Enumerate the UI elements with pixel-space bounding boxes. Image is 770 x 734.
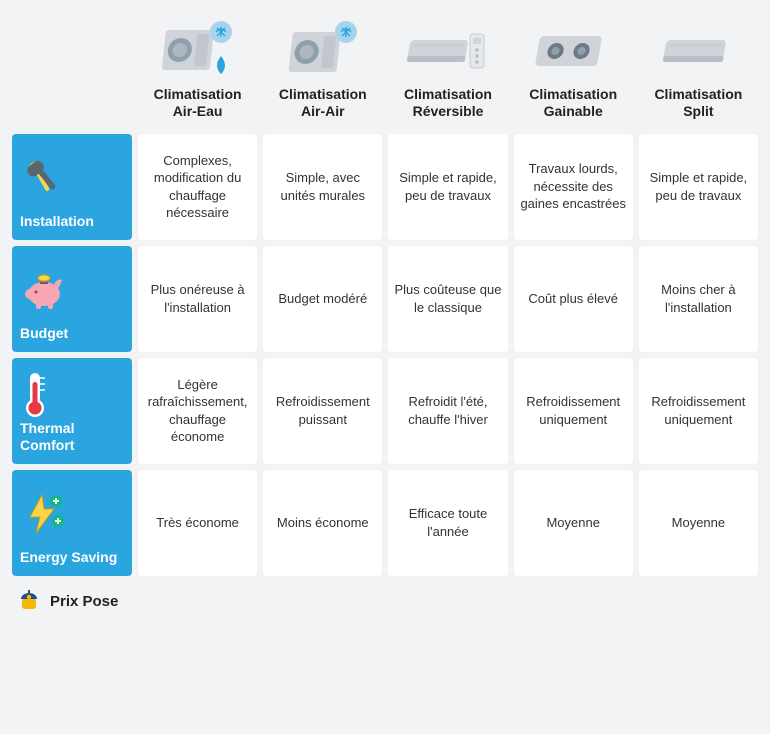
col-head-reversible: Climatisation Réversible	[388, 12, 507, 128]
row-label: Thermal Comfort	[20, 420, 124, 454]
cell: Plus coûteuse que le classique	[388, 246, 507, 352]
row-head-installation: Installation	[12, 134, 132, 240]
cell: Simple et rapide, peu de travaux	[388, 134, 507, 240]
cell: Moyenne	[514, 470, 633, 576]
col-label: Climatisation Air-Eau	[140, 86, 255, 120]
cell: Budget modéré	[263, 246, 382, 352]
cell: Plus onéreuse à l'installation	[138, 246, 257, 352]
cell: Complexes, modification du chauffage néc…	[138, 134, 257, 240]
col-head-air-eau: Climatisation Air-Eau	[138, 12, 257, 128]
cell: Refroidissement uniquement	[639, 358, 758, 464]
row-label: Budget	[20, 325, 124, 342]
corner-spacer	[12, 12, 132, 128]
ac-unit-outdoor-icon	[265, 16, 380, 86]
bolt-icon	[20, 480, 124, 549]
cell: Simple, avec unités murales	[263, 134, 382, 240]
cell: Moyenne	[639, 470, 758, 576]
row-head-energy: Energy Saving	[12, 470, 132, 576]
row-label: Installation	[20, 213, 124, 230]
row-label: Energy Saving	[20, 549, 124, 566]
col-head-split: Climatisation Split	[639, 12, 758, 128]
cell: Moins économe	[263, 470, 382, 576]
cell: Simple et rapide, peu de travaux	[639, 134, 758, 240]
piggy-icon	[20, 256, 124, 325]
col-label: Climatisation Split	[641, 86, 756, 120]
logo-icon	[16, 586, 42, 617]
col-label: Climatisation Réversible	[390, 86, 505, 120]
comparison-table: Climatisation Air-Eau Climatisation Air-…	[12, 12, 758, 576]
wall-unit-remote-icon	[390, 16, 505, 86]
cell: Refroidit l'été, chauffe l'hiver	[388, 358, 507, 464]
tools-icon	[20, 144, 124, 213]
cell: Moins cher à l'installation	[639, 246, 758, 352]
col-head-gainable: Climatisation Gainable	[514, 12, 633, 128]
ac-unit-outdoor-drop-icon	[140, 16, 255, 86]
cell: Refroidissement puissant	[263, 358, 382, 464]
cell: Très économe	[138, 470, 257, 576]
cell: Refroidissement uniquement	[514, 358, 633, 464]
col-label: Climatisation Gainable	[516, 86, 631, 120]
col-label: Climatisation Air-Air	[265, 86, 380, 120]
cell: Coût plus élevé	[514, 246, 633, 352]
cell: Travaux lourds, nécessite des gaines enc…	[514, 134, 633, 240]
row-head-budget: Budget	[12, 246, 132, 352]
cell: Légère rafraîchissement, chauffage écono…	[138, 358, 257, 464]
thermometer-icon	[20, 368, 124, 420]
brand-text: Prix Pose	[50, 593, 118, 610]
vent-box-icon	[516, 16, 631, 86]
col-head-air-air: Climatisation Air-Air	[263, 12, 382, 128]
footer: Prix Pose	[12, 586, 758, 617]
cell: Efficace toute l'année	[388, 470, 507, 576]
row-head-thermal: Thermal Comfort	[12, 358, 132, 464]
wall-unit-icon	[641, 16, 756, 86]
